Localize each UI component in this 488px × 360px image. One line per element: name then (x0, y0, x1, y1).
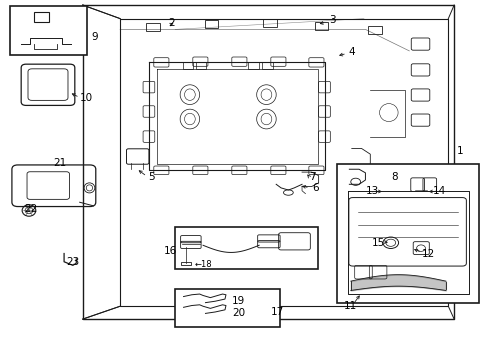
Bar (263, 19, 276, 27)
Text: 11: 11 (344, 301, 357, 311)
Text: 13: 13 (365, 186, 378, 197)
Bar (182, 62, 193, 69)
Text: 14: 14 (432, 186, 445, 197)
Text: 6: 6 (311, 183, 318, 193)
Text: 10: 10 (80, 93, 92, 103)
Bar (10, 6, 87, 55)
Bar (262, 62, 272, 69)
Bar (336, 163, 478, 303)
Bar (195, 62, 206, 69)
Text: 8: 8 (390, 172, 397, 182)
Text: 4: 4 (348, 46, 354, 57)
Text: 2: 2 (168, 18, 174, 28)
Text: 19: 19 (231, 296, 245, 306)
Text: 1: 1 (456, 146, 463, 156)
Text: ←18: ←18 (194, 260, 212, 269)
Text: 17: 17 (270, 307, 284, 317)
Bar (248, 62, 259, 69)
Bar (181, 262, 190, 265)
Text: 5: 5 (148, 172, 155, 182)
Text: 22: 22 (24, 204, 38, 214)
Text: 12: 12 (421, 248, 434, 258)
Bar (314, 22, 328, 30)
Text: 9: 9 (91, 32, 98, 41)
Text: 23: 23 (66, 257, 80, 267)
Bar (204, 21, 218, 28)
Bar (175, 226, 317, 269)
Text: 21: 21 (54, 158, 67, 168)
Bar (367, 26, 381, 34)
Bar (175, 289, 280, 327)
Text: 15: 15 (371, 238, 385, 248)
Text: 7: 7 (309, 172, 315, 182)
Text: 3: 3 (328, 15, 335, 26)
Bar (34, 12, 49, 22)
Text: 16: 16 (163, 246, 177, 256)
Bar (146, 23, 159, 31)
Text: 20: 20 (232, 309, 244, 318)
